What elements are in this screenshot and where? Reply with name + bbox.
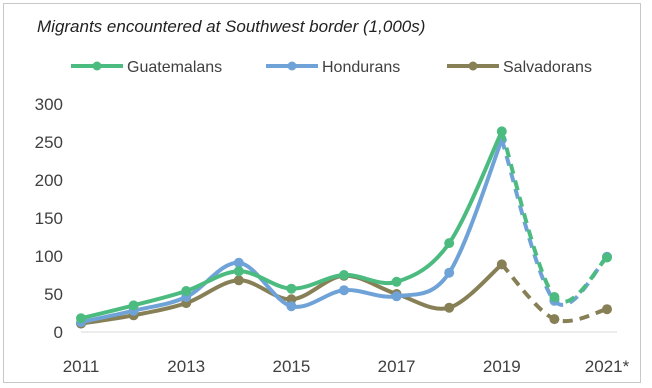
legend-label-hondurans: Hondurans [322, 59, 400, 76]
data-point-hondurans [339, 285, 349, 296]
data-point-salvadorans [233, 275, 244, 286]
y-tick-label: 50 [44, 285, 63, 304]
series-line-projected-guatemalans [499, 130, 609, 304]
legend: Guatemalans Hondurans Salvadorans [71, 59, 592, 76]
x-tick-label: 2015 [272, 357, 310, 376]
data-point-guatemalans [602, 252, 612, 263]
y-tick-label: 100 [35, 247, 63, 266]
legend-marker-guatemalans [92, 61, 102, 71]
series-layer [76, 126, 612, 329]
axes: 0 50 100 150 200 250 300 2011 2013 2015 2017 2019 20… [35, 95, 630, 376]
data-point-guatemalans [391, 276, 402, 287]
data-point-guatemalans [444, 238, 455, 249]
legend-item-hondurans: Hondurans [266, 59, 400, 76]
data-point-hondurans [391, 291, 402, 302]
y-tick-label: 200 [35, 171, 63, 190]
series-line-projected-hondurans [499, 139, 609, 307]
data-point-guatemalans [496, 126, 507, 137]
data-point-salvadorans [444, 302, 455, 313]
x-tick-label: 2021* [585, 357, 630, 376]
y-tick-label: 300 [35, 95, 63, 114]
data-point-salvadorans [602, 304, 612, 315]
data-point-hondurans [286, 301, 297, 312]
data-point-guatemalans [181, 286, 192, 296]
data-point-guatemalans [76, 313, 86, 324]
data-point-hondurans [444, 267, 455, 278]
x-tick-label: 2013 [167, 357, 205, 376]
data-point-salvadorans [286, 294, 297, 305]
data-point-guatemalans [128, 300, 139, 311]
data-point-guatemalans [233, 266, 244, 277]
chart-title: Migrants encountered at Southwest border… [37, 17, 426, 36]
legend-label-salvadorans: Salvadorans [503, 59, 592, 76]
x-tick-label: 2011 [63, 357, 100, 376]
x-tick-label: 2019 [483, 357, 521, 376]
legend-item-guatemalans: Guatemalans [71, 59, 222, 76]
data-point-salvadorans [549, 314, 560, 325]
legend-marker-hondurans [287, 61, 297, 71]
legend-label-guatemalans: Guatemalans [127, 59, 222, 76]
x-tick-label: 2017 [378, 357, 416, 376]
data-point-guatemalans [549, 292, 560, 302]
legend-marker-salvadorans [468, 61, 478, 71]
data-point-guatemalans [339, 270, 349, 280]
series-line-salvadorans [79, 262, 504, 326]
data-point-hondurans [233, 257, 244, 268]
data-point-salvadorans [496, 259, 507, 270]
legend-item-salvadorans: Salvadorans [447, 59, 592, 76]
data-point-guatemalans [286, 283, 297, 294]
y-tick-label: 150 [35, 209, 63, 228]
y-tick-label: 250 [35, 133, 63, 152]
y-tick-label: 0 [54, 323, 63, 342]
